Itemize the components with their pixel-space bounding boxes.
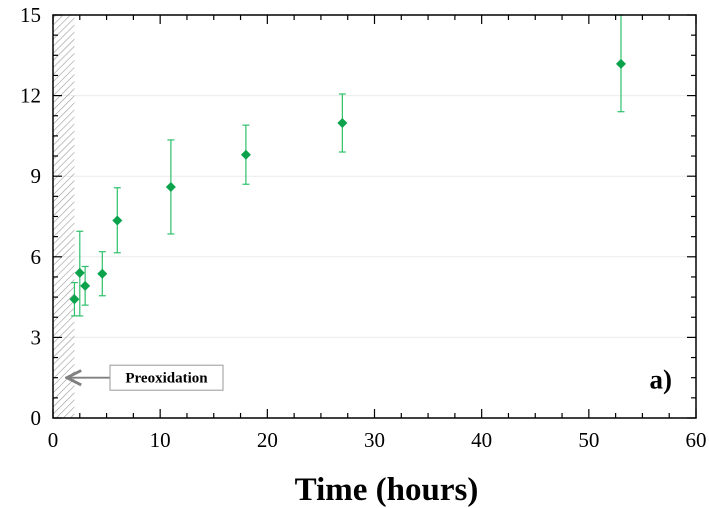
y-tick-label: 6 (31, 245, 42, 269)
data-point (240, 149, 251, 160)
preoxidation-label: Preoxidation (125, 371, 208, 387)
y-tick-label: 0 (31, 406, 42, 430)
data-point (337, 118, 348, 129)
x-tick-label: 10 (150, 428, 171, 452)
data-point (112, 215, 123, 226)
y-tick-label: 15 (20, 3, 41, 27)
data-points (69, 58, 626, 305)
grid-lines (53, 95, 696, 338)
x-tick-label: 30 (364, 428, 385, 452)
preoxidation-shaded-region (53, 15, 75, 418)
data-point (615, 58, 626, 69)
x-tick-label: 50 (578, 428, 599, 452)
y-tick-label: 9 (31, 164, 42, 188)
data-point (97, 268, 108, 279)
axis-ticks (52, 14, 697, 419)
data-point (80, 280, 91, 291)
panel-label: a) (650, 364, 673, 394)
x-tick-labels: 0 10 20 30 40 50 60 (48, 428, 707, 452)
plot-frame (52, 14, 697, 419)
preoxidation-label-box (109, 364, 224, 391)
x-tick-label: 0 (48, 428, 59, 452)
data-point (165, 181, 176, 192)
x-tick-label: 60 (686, 428, 707, 452)
data-point (74, 267, 85, 278)
y-tick-label: 3 (31, 325, 42, 349)
x-tick-label: 20 (257, 428, 278, 452)
x-axis-title: Time (hours) (295, 472, 479, 508)
data-point (69, 294, 80, 305)
preoxidation-annotation: Preoxidation (67, 364, 224, 391)
x-tick-label: 40 (471, 428, 492, 452)
y-tick-label: 12 (20, 84, 41, 108)
y-tick-labels: 0 3 6 9 12 15 (20, 3, 41, 430)
error-bars (70, 14, 625, 317)
